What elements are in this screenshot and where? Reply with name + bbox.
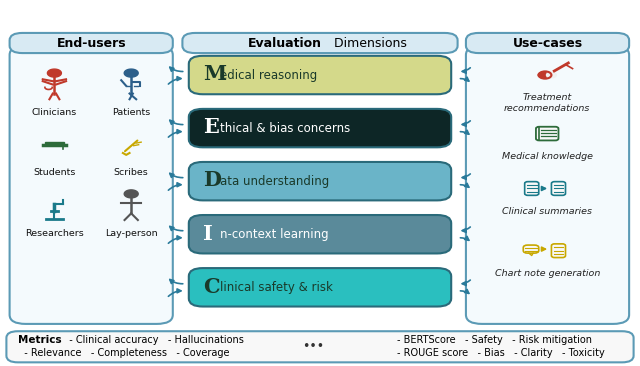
Polygon shape [547,72,556,78]
Text: D: D [203,171,221,190]
Text: Use-cases: Use-cases [513,37,582,49]
Text: Clinicians: Clinicians [32,108,77,117]
FancyArrowPatch shape [460,130,469,134]
Polygon shape [45,142,63,145]
Text: Dimensions: Dimensions [330,37,406,49]
Text: - Clinical accuracy   - Hallucinations: - Clinical accuracy - Hallucinations [63,335,244,345]
Text: Students: Students [33,168,76,178]
FancyBboxPatch shape [6,331,634,362]
FancyArrowPatch shape [460,236,469,240]
Text: Metrics: Metrics [18,335,61,345]
Text: Lay-person: Lay-person [105,229,157,238]
FancyArrowPatch shape [168,236,181,243]
Text: Evaluation: Evaluation [248,37,322,49]
FancyBboxPatch shape [189,268,451,307]
FancyArrowPatch shape [170,67,183,71]
FancyArrowPatch shape [462,227,470,232]
FancyBboxPatch shape [182,33,458,53]
Text: I: I [203,224,212,243]
Text: Researchers: Researchers [25,229,84,238]
FancyBboxPatch shape [10,33,173,53]
Text: E: E [203,117,219,137]
FancyBboxPatch shape [552,244,566,258]
FancyBboxPatch shape [189,109,451,147]
FancyArrowPatch shape [168,183,181,190]
FancyArrowPatch shape [460,183,469,187]
Text: thical & bias concerns: thical & bias concerns [220,122,350,135]
Text: - BERTScore   - Safety   - Risk mitigation: - BERTScore - Safety - Risk mitigation [397,335,592,345]
FancyArrowPatch shape [462,121,470,126]
Text: Medical knowledge: Medical knowledge [502,152,593,161]
Text: - ROUGE score   - Bias   - Clarity   - Toxicity: - ROUGE score - Bias - Clarity - Toxicit… [397,348,605,358]
Text: •••: ••• [303,340,324,354]
Polygon shape [47,69,61,77]
FancyArrowPatch shape [462,68,470,73]
FancyBboxPatch shape [189,215,451,253]
Polygon shape [538,72,548,78]
Text: ata understanding: ata understanding [220,175,329,188]
FancyBboxPatch shape [466,33,629,53]
Text: M: M [203,64,226,84]
Text: End-users: End-users [56,37,126,49]
FancyBboxPatch shape [189,56,451,94]
FancyArrowPatch shape [170,227,183,231]
FancyArrowPatch shape [170,173,183,178]
FancyBboxPatch shape [10,46,173,324]
Text: Scribes: Scribes [114,168,148,178]
Text: C: C [203,277,220,296]
FancyArrowPatch shape [168,76,181,84]
Text: Patients: Patients [112,108,150,117]
FancyArrowPatch shape [462,174,470,179]
Text: - Relevance   - Completeness   - Coverage: - Relevance - Completeness - Coverage [18,348,229,358]
Text: edical reasoning: edical reasoning [220,68,317,82]
Text: Chart note generation: Chart note generation [495,269,600,278]
FancyBboxPatch shape [552,182,566,195]
FancyBboxPatch shape [466,46,629,324]
FancyArrowPatch shape [168,130,181,137]
FancyArrowPatch shape [462,280,470,285]
FancyBboxPatch shape [189,162,451,201]
Text: n-context learning: n-context learning [220,228,328,241]
Text: Clinical summaries: Clinical summaries [502,207,592,216]
Polygon shape [124,69,138,77]
FancyArrowPatch shape [168,289,181,296]
FancyBboxPatch shape [525,182,539,195]
Polygon shape [124,190,138,198]
Text: Treatment
recommendations: Treatment recommendations [504,93,590,113]
FancyArrowPatch shape [170,280,183,284]
Text: linical safety & risk: linical safety & risk [220,281,332,294]
FancyArrowPatch shape [460,290,469,294]
FancyBboxPatch shape [524,245,539,253]
FancyArrowPatch shape [170,120,183,124]
FancyBboxPatch shape [536,127,559,141]
FancyArrowPatch shape [460,77,469,81]
